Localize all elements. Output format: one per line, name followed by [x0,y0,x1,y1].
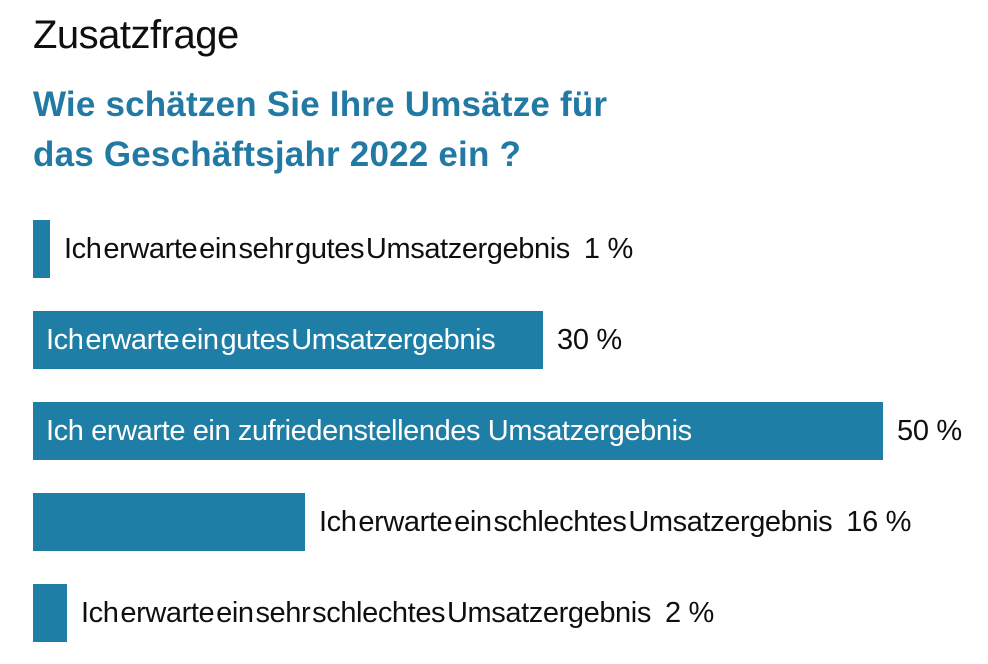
bar-category-label: Ich erwarte ein sehr schlechtes Umsatzer… [81,596,651,629]
bar-row: Ich erwarte ein sehr schlechtes Umsatzer… [33,584,988,642]
bar-segment-5 [33,584,67,642]
bar-segment-3: Ich erwarte ein zufriedenstellendes Umsa… [33,402,883,460]
bar-segment-2: Ich erwarte ein gutes Umsatzergebnis [33,311,543,369]
bar-value-label: 1 % [583,232,633,265]
bar-value-label: 16 % [846,505,912,538]
bar-category-label: Ich erwarte ein schlechtes Umsatzergebni… [319,505,833,538]
question-line-2: das Geschäftsjahr 2022 ein ? [33,135,522,174]
kicker-title: Zusatzfrage [33,13,239,57]
bar-row: Ich erwarte ein gutes Umsatzergebnis 30 % [33,311,988,369]
bar-value-label: 30 % [557,323,622,356]
bar-category-label: Ich erwarte ein gutes Umsatzergebnis [46,323,496,356]
bar-chart: Ich erwarte ein sehr gutes Umsatzergebni… [33,220,988,642]
bar-category-label: Ich erwarte ein zufriedenstellendes Umsa… [46,414,692,447]
bar-value-label: 2 % [664,596,715,629]
bar-segment-4 [33,493,305,551]
question-title: Wie schätzen Sie Ihre Umsätze für das Ge… [33,80,988,180]
bar-category-label: Ich erwarte ein sehr gutes Umsatzergebni… [64,232,570,265]
bar-row: Ich erwarte ein sehr gutes Umsatzergebni… [33,220,988,278]
bar-segment-1 [33,220,50,278]
bar-row: Ich erwarte ein zufriedenstellendes Umsa… [33,402,988,460]
question-line-1: Wie schätzen Sie Ihre Umsätze für [33,85,608,124]
bar-row: Ich erwarte ein schlechtes Umsatzergebni… [33,493,988,551]
bar-value-label: 50 % [897,414,962,447]
